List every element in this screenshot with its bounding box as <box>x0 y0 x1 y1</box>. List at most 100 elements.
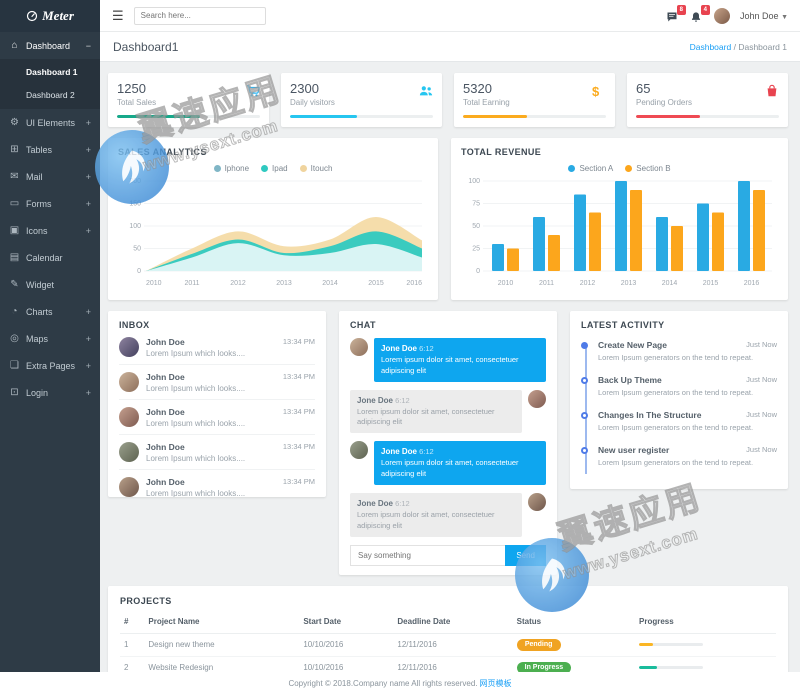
chat-title: CHAT <box>350 320 376 330</box>
stat-label: Pending Orders <box>636 98 693 107</box>
sales-analytics-title: SALES ANALYTICS <box>118 147 207 157</box>
inbox-item[interactable]: John Doe Lorem Ipsum which looks.... 13:34… <box>119 470 315 497</box>
sidebar-item-mail[interactable]: ✉ Mail + <box>0 163 100 190</box>
sidebar-item-dashboard-1[interactable]: Dashboard 1 <box>26 67 78 77</box>
column-header: # <box>120 611 145 634</box>
sidebar-item-extra-pages[interactable]: ❏ Extra Pages + <box>0 352 100 379</box>
stat-value: 5320 <box>463 81 492 96</box>
cell-deadline-date: 12/11/2016 <box>393 656 513 672</box>
sidebar-item-label: Extra Pages <box>26 360 76 371</box>
breadcrumb-link[interactable]: Dashboard <box>689 41 732 52</box>
user-menu[interactable]: John Doe ▼ <box>740 11 788 21</box>
activity-time: Just Now <box>746 445 777 454</box>
sidebar-item-label: Maps <box>26 333 49 344</box>
chat-bubble: Jone Doe 6:12 Lorem ipsum dolor sit amet,… <box>350 389 522 434</box>
activity-time: Just Now <box>746 340 777 349</box>
svg-text:0: 0 <box>476 268 480 275</box>
activity-title: Just Now Create New Page <box>598 340 777 350</box>
sidebar-item-dashboard-2[interactable]: Dashboard 2 <box>26 90 75 100</box>
notifications-button[interactable]: 4 <box>690 4 711 23</box>
sidebar-item-label: Login <box>26 387 49 398</box>
legend-label: Ipad <box>272 164 288 173</box>
inbox-title: INBOX <box>119 320 150 330</box>
sidebar-item-icons[interactable]: ▣ Icons + <box>0 217 100 244</box>
expand-plus-icon: + <box>85 306 91 317</box>
legend-dot-icon <box>213 165 221 172</box>
breadcrumb-separator: / <box>733 41 736 52</box>
svg-text:0: 0 <box>137 268 141 275</box>
app-logo[interactable]: Meter <box>0 0 100 32</box>
pages-icon: ❏ <box>10 360 19 371</box>
inbox-item[interactable]: John Doe Lorem Ipsum which looks.... 13:34… <box>119 400 315 435</box>
projects-title: PROJECTS <box>120 595 172 606</box>
chat-messages: Jone Doe 6:12 Lorem ipsum dolor sit amet,… <box>350 338 546 537</box>
activity-desc: Lorem Ipsum generators on the tend to re… <box>598 423 754 432</box>
sidebar-item-tables[interactable]: ⊞ Tables + <box>0 136 100 163</box>
projects-header-row: # Project Name Start Date Deadline Date Stat… <box>120 611 776 634</box>
latest-activity-panel: LATEST ACTIVITY Just Now Create New Page L… <box>570 311 788 489</box>
legend-item: Ipad <box>261 164 288 173</box>
chat-sender: Jone Doe <box>357 395 394 405</box>
stat-label: Total Earning <box>463 98 510 107</box>
column-header: Deadline Date <box>393 611 513 634</box>
svg-text:50: 50 <box>472 223 480 230</box>
legend-dot-icon <box>299 165 307 172</box>
sidebar-item-widget[interactable]: ✎ Widget <box>0 271 100 298</box>
search-input[interactable] <box>133 6 266 25</box>
send-button[interactable]: Send <box>505 544 546 566</box>
inbox-snippet: Lorem Ipsum which looks.... <box>146 349 246 358</box>
inbox-time: 13:34 PM <box>282 442 315 451</box>
user-avatar[interactable] <box>714 7 731 24</box>
sales-analytics-chart: 0 50 100 150 200 2010 2011 2012 2013 2014 2015 2016 <box>129 178 422 287</box>
table-row: 2 Website Redesign 10/10/2016 12/11/2016 In … <box>120 656 776 672</box>
sidebar-nav: ⌂ Dashboard − Dashboard 1 Dashboard 2 ⚙ UI Ele… <box>0 32 100 406</box>
sidebar-item-maps[interactable]: ◎ Maps + <box>0 325 100 352</box>
chart-icon: ◔ <box>11 306 18 317</box>
sidebar-item-charts[interactable]: ◔ Charts + <box>0 298 100 325</box>
sidebar-item-label: Calendar <box>26 252 63 263</box>
messages-button[interactable]: 8 <box>666 4 687 23</box>
activity-title: Just Now New user register <box>598 445 777 455</box>
legend-dot-icon <box>625 165 633 172</box>
sidebar-item-calendar[interactable]: ▤ Calendar <box>0 244 100 271</box>
mail-icon: ✉ <box>10 171 19 182</box>
inbox-snippet: Lorem Ipsum which looks.... <box>146 419 246 428</box>
column-header: Progress <box>635 611 776 634</box>
chat-text: Lorem ipsum dolor sit amet, consectetuer… <box>381 458 519 478</box>
activity-title: Just Now Changes In The Structure <box>598 410 777 420</box>
inbox-item[interactable]: John Doe Lorem Ipsum which looks.... 13:34… <box>119 365 315 400</box>
svg-text:2012: 2012 <box>580 280 596 287</box>
status-badge: In Progress <box>516 661 572 672</box>
sidebar-item-label: UI Elements <box>26 117 76 128</box>
inbox-item[interactable]: John Doe Lorem Ipsum which looks.... 13:34… <box>119 435 315 470</box>
menu-toggle-icon[interactable]: ☰ <box>112 7 124 23</box>
inbox-item[interactable]: John Doe Lorem Ipsum which looks.... 13:34… <box>119 330 315 365</box>
stat-card-total-sales: 1250 Total Sales <box>108 73 269 127</box>
footer-link[interactable]: 网页模板 <box>479 679 512 688</box>
inbox-snippet: Lorem Ipsum which looks.... <box>146 489 246 497</box>
sidebar-item-dashboard[interactable]: ⌂ Dashboard − <box>0 32 100 59</box>
sidebar-item-login[interactable]: ⊡ Login + <box>0 379 100 406</box>
sidebar-item-label: Tables <box>26 144 53 155</box>
expand-plus-icon: + <box>85 144 91 155</box>
total-revenue-legend: Section A Section B <box>461 164 778 173</box>
footer: Copyright © 2018.Company name All rights… <box>0 672 800 695</box>
avatar <box>528 389 546 408</box>
expand-plus-icon: + <box>85 171 91 182</box>
chat-input[interactable] <box>350 544 506 566</box>
svg-text:2011: 2011 <box>539 280 554 287</box>
chat-text: Lorem ipsum dolor sit amet, consectetuer… <box>357 509 495 530</box>
sidebar-item-ui-elements[interactable]: ⚙ UI Elements + <box>0 109 100 136</box>
inbox-sender: John Doe <box>146 337 185 347</box>
sidebar-item-label: Icons <box>26 225 48 236</box>
svg-text:2010: 2010 <box>146 280 162 287</box>
collapse-minus-icon: − <box>85 40 91 51</box>
stat-progress <box>463 115 606 118</box>
sidebar-item-forms[interactable]: ▭ Forms + <box>0 190 100 217</box>
activity-item: Just Now New user register Lorem Ipsum gen… <box>581 445 777 480</box>
inbox-time: 13:34 PM <box>282 337 315 346</box>
sidebar: Meter ⌂ Dashboard − Dashboard 1 Dashboard 2 ⚙… <box>0 0 100 672</box>
stat-card-total-earning: 5320 Total Earning $ <box>454 73 615 127</box>
calendar-icon: ▤ <box>9 252 20 263</box>
chat-time: 6:12 <box>395 395 410 405</box>
